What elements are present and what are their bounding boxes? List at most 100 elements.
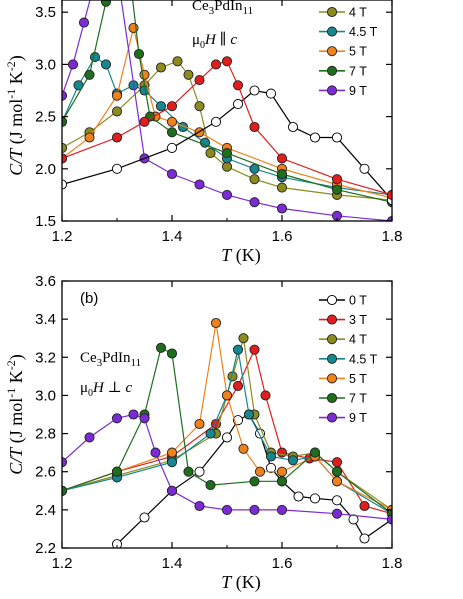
data-point <box>331 466 343 477</box>
y-label-sup1: -1 <box>4 89 18 99</box>
legend-marker <box>326 65 338 76</box>
panel-label: (b) <box>80 290 98 307</box>
data-point <box>276 476 288 487</box>
data-point <box>276 504 288 515</box>
legend-label: 3 T <box>349 313 367 327</box>
field-rel: ∥ <box>216 31 230 48</box>
data-point <box>249 344 260 355</box>
data-point <box>89 52 101 63</box>
compound-ce: Ce <box>80 350 97 366</box>
data-point <box>111 466 123 477</box>
x-label-unit: (K) <box>231 245 261 266</box>
data-point <box>139 413 150 424</box>
data-point <box>249 163 260 174</box>
data-point <box>111 163 123 174</box>
x-label-var: T <box>221 245 233 265</box>
y-label-unit-b: K <box>6 370 26 388</box>
series-line-2 <box>62 27 392 199</box>
data-point <box>249 476 260 487</box>
data-point <box>249 121 260 133</box>
data-point <box>111 132 123 143</box>
legend-label: 9 T <box>349 411 367 425</box>
y-tick-label: 3.5 <box>35 4 56 21</box>
data-point <box>205 148 216 159</box>
field-c: c <box>126 380 133 396</box>
field-c: c <box>230 32 237 48</box>
data-point <box>331 132 343 143</box>
data-point <box>166 447 178 458</box>
x-axis-label: T (K) <box>221 245 261 266</box>
compound-sub1: 3 <box>97 357 103 369</box>
data-point <box>276 182 288 193</box>
compound-label: Ce3PdIn11 <box>192 0 253 17</box>
data-point <box>265 88 277 99</box>
y-tick-label: 2.0 <box>35 161 56 178</box>
data-point <box>166 168 178 180</box>
field-sub: 0 <box>88 388 93 399</box>
x-tick-label: 1.4 <box>162 555 183 572</box>
y-label-var: C/T <box>6 446 26 475</box>
legend-marker <box>326 412 338 423</box>
data-point <box>155 342 167 353</box>
data-point <box>111 413 123 424</box>
data-point <box>331 457 343 468</box>
compound-sub2: 11 <box>131 357 142 369</box>
x-tick-label: 1.8 <box>382 555 403 572</box>
data-point <box>210 59 222 70</box>
data-point <box>331 184 343 195</box>
legend-label: 5 T <box>349 372 367 386</box>
series-line-3 <box>62 349 392 515</box>
compound-pd: PdIn <box>102 350 131 366</box>
data-point <box>166 142 178 153</box>
compound-pd: PdIn <box>214 0 243 14</box>
data-point <box>293 491 304 502</box>
data-point <box>232 99 244 110</box>
data-point <box>166 457 178 468</box>
y-tick-label: 2.8 <box>35 426 56 443</box>
data-point <box>287 455 299 466</box>
panel-b: 1.2 1.4 1.6 1.8 2.2 2.4 2.6 2.8 3.0 3.2 3.4 3.6 T (K… <box>4 273 402 593</box>
data-point <box>166 485 178 496</box>
data-point <box>183 466 194 477</box>
y-label-unit-b: K <box>6 71 26 89</box>
panel-a: 1.2 1.4 1.6 1.8 1.5 2.0 2.5 3.0 3.5 T (K) C/T (J m… <box>4 0 402 266</box>
y-tick-label: 2.6 <box>35 464 56 481</box>
legend-label: 7 T <box>349 392 367 406</box>
data-point <box>287 121 299 133</box>
data-point <box>100 0 112 7</box>
data-point <box>155 101 167 112</box>
compound-label: Ce3PdIn11 <box>80 350 141 369</box>
data-point <box>67 59 79 70</box>
x-tick-label: 1.2 <box>52 555 73 572</box>
compound-sub1: 3 <box>209 5 215 17</box>
legend-marker <box>326 314 338 325</box>
data-point <box>139 116 150 127</box>
data-point <box>276 466 288 477</box>
data-point <box>210 317 222 329</box>
y-tick-label: 2.2 <box>35 540 56 557</box>
x-axis-label: T (K) <box>221 572 261 593</box>
data-point <box>194 101 205 112</box>
y-tick-label: 3.0 <box>35 387 56 404</box>
x-tick-label: 1.4 <box>162 228 183 245</box>
legend-label: 5 T <box>349 45 367 59</box>
data-point <box>166 127 178 138</box>
data-point <box>265 451 277 462</box>
legend-label: 4 T <box>349 6 367 20</box>
series-line-0 <box>62 60 392 201</box>
series-line-0 <box>116 413 392 545</box>
data-point <box>331 174 343 185</box>
legend-marker <box>326 294 338 306</box>
data-point <box>133 48 145 60</box>
data-point <box>221 148 233 159</box>
data-point <box>194 179 205 190</box>
legend-label: 7 T <box>349 64 367 78</box>
data-point <box>249 504 260 515</box>
data-point <box>331 495 343 506</box>
x-tick-label: 1.2 <box>52 228 73 245</box>
y-tick-label: 3.0 <box>35 56 56 73</box>
data-point <box>249 174 260 185</box>
x-tick-label: 1.6 <box>272 228 293 245</box>
legend-marker <box>326 373 338 384</box>
data-point <box>276 168 288 180</box>
